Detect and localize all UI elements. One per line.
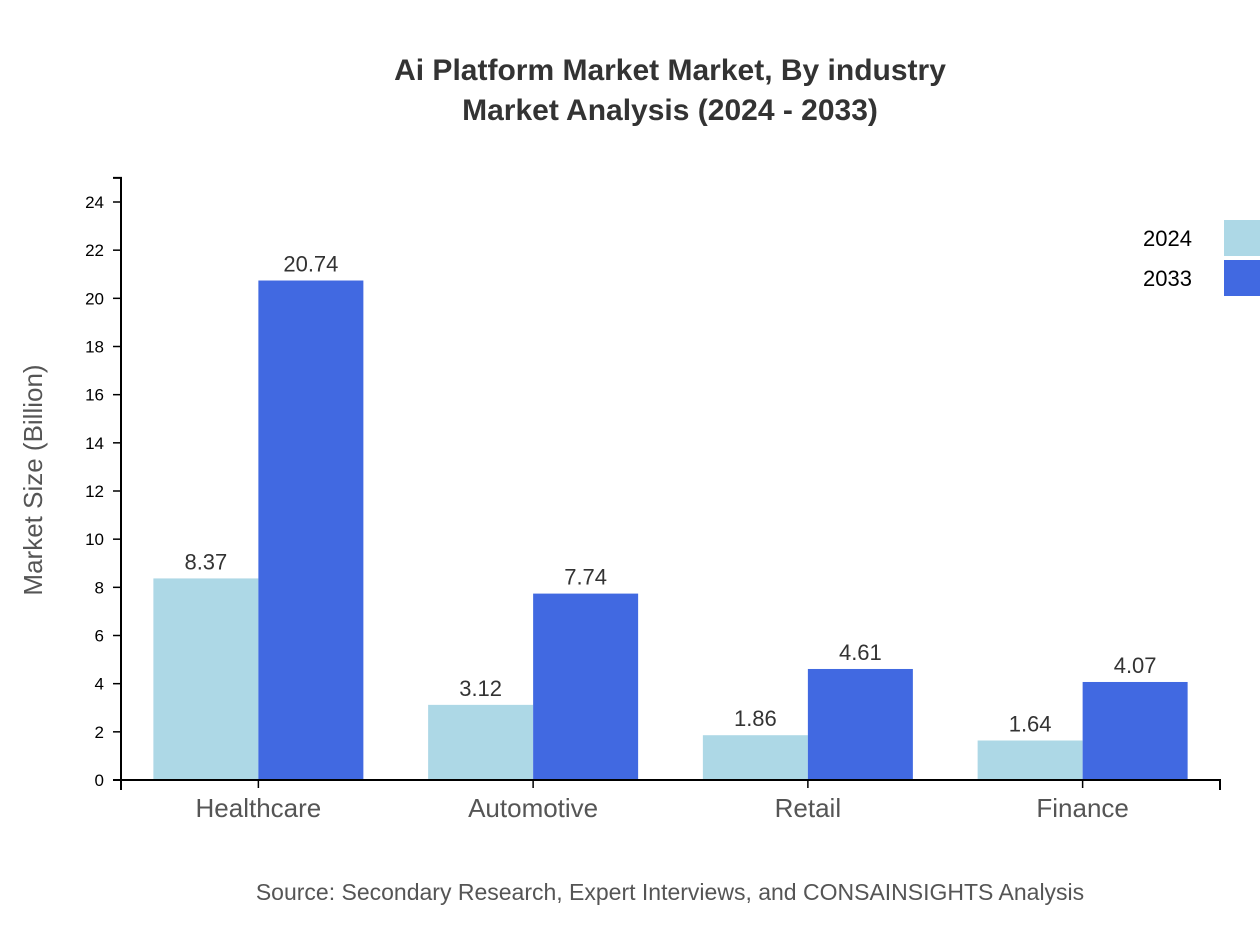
- data-label: 7.74: [564, 565, 607, 590]
- y-axis-label: Market Size (Billion): [18, 364, 48, 595]
- y-tick-label: 16: [85, 386, 104, 405]
- bar-healthcare-2033: [258, 280, 364, 780]
- data-label: 1.86: [734, 706, 777, 731]
- y-axis: [113, 176, 122, 781]
- data-label: 20.74: [283, 252, 338, 277]
- data-label: 3.12: [459, 676, 502, 701]
- legend-label-2024: 2024: [1143, 226, 1192, 251]
- data-label: 8.37: [184, 549, 227, 574]
- x-tick-label: Healthcare: [196, 793, 322, 823]
- bar-healthcare-2024: [153, 578, 259, 780]
- y-tick-label: 8: [95, 578, 104, 597]
- y-tick-label: 2: [95, 723, 104, 742]
- data-label: 4.61: [839, 640, 882, 665]
- data-label: 1.64: [1009, 712, 1052, 737]
- bar-retail-2033: [807, 668, 913, 780]
- y-tick-label: 24: [85, 193, 104, 212]
- x-tick-label: Retail: [775, 793, 841, 823]
- chart-title: Ai Platform Market Market, By industry: [394, 54, 946, 87]
- legend-label-2033: 2033: [1143, 266, 1192, 291]
- bar-retail-2024: [702, 735, 808, 780]
- y-tick-label: 22: [85, 241, 104, 260]
- y-tick-label: 6: [95, 627, 104, 646]
- y-tick-label: 0: [95, 771, 104, 790]
- y-tick-label: 14: [85, 434, 104, 453]
- y-tick-label: 10: [85, 530, 104, 549]
- legend-swatch-2024: [1224, 220, 1260, 256]
- data-label: 4.07: [1114, 653, 1157, 678]
- legend-swatch-2033: [1224, 260, 1260, 296]
- x-tick-label: Automotive: [468, 793, 598, 823]
- y-tick-label: 4: [95, 675, 104, 694]
- chart-subtitle: Market Analysis (2024 - 2033): [462, 94, 878, 127]
- bar-finance-2024: [977, 740, 1083, 780]
- x-axis: [120, 779, 1221, 790]
- source-note: Source: Secondary Research, Expert Inter…: [256, 879, 1084, 905]
- y-tick-label: 20: [85, 289, 104, 308]
- bar-automotive-2033: [533, 593, 639, 780]
- bar-finance-2033: [1082, 681, 1188, 780]
- y-tick-label: 12: [85, 482, 104, 501]
- bar-automotive-2024: [428, 704, 534, 780]
- y-tick-label: 18: [85, 338, 104, 357]
- x-tick-label: Finance: [1036, 793, 1129, 823]
